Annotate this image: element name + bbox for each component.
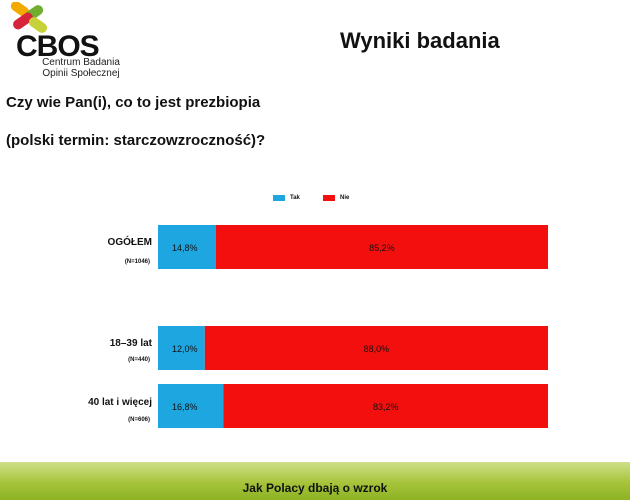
logo-subtitle: Centrum Badania Opinii Społecznej (36, 57, 126, 79)
logo-subtitle-line2: Opinii Społecznej (42, 68, 120, 79)
page-title: Wyniki badania (340, 28, 500, 53)
logo-subtitle-line1: Centrum Badania (42, 57, 120, 68)
footer-text: Jak Polacy dbają o wzrok (242, 481, 388, 495)
category-n: (N=440) (128, 357, 150, 363)
logo-name: CBOS (16, 30, 100, 63)
bar-data-label: 83,2% (373, 402, 399, 412)
bar-data-label: 88,0% (364, 344, 390, 354)
footer-band (0, 462, 630, 500)
bar-tak (158, 384, 224, 428)
category-n: (N=606) (128, 417, 150, 423)
bar-data-label: 12,0% (172, 344, 198, 354)
bar-tak (158, 326, 205, 370)
bar-nie (223, 384, 548, 428)
category-label: 40 lat i więcej (88, 397, 152, 408)
question-line-2: (polski termin: starczowzroczność)? (6, 132, 266, 149)
bar-data-label: 85,2% (369, 243, 395, 253)
bar-data-label: 14,8% (172, 243, 198, 253)
logo-mark-icon (10, 1, 48, 33)
category-label: OGÓŁEM (107, 237, 152, 248)
legend-label-nie: Nie (340, 195, 350, 201)
cbos-logo: CBOS Centrum Badania Opinii Społecznej (4, 1, 134, 82)
category-label: 18–39 lat (109, 338, 152, 349)
legend-swatch-nie (323, 195, 335, 201)
bar-data-label: 16,8% (172, 402, 198, 412)
bar-nie (215, 225, 548, 269)
legend-label-tak: Tak (290, 195, 300, 201)
category-n: (N=1046) (124, 259, 150, 265)
bar-nie (204, 326, 549, 370)
question-line-1: Czy wie Pan(i), co to jest prezbiopia (6, 94, 261, 111)
legend-swatch-tak (273, 195, 285, 201)
bar-tak (158, 225, 216, 269)
